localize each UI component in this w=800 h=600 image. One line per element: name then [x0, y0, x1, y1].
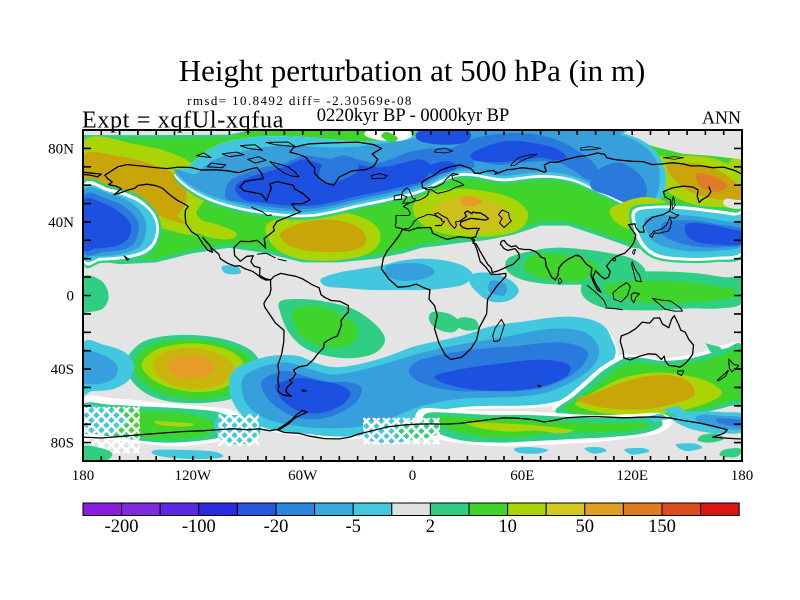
- svg-text:-200: -200: [105, 517, 139, 537]
- svg-text:2: 2: [426, 517, 435, 537]
- svg-text:rmsd= 10.8492 diff= -2.30569e-: rmsd= 10.8492 diff= -2.30569e-08: [187, 93, 413, 108]
- svg-text:ANN: ANN: [702, 108, 741, 128]
- svg-text:0: 0: [409, 468, 417, 484]
- svg-text:60W: 60W: [288, 468, 318, 484]
- svg-text:Height perturbation at 500 hPa: Height perturbation at 500 hPa (in m): [179, 53, 646, 88]
- svg-text:80S: 80S: [51, 436, 74, 452]
- svg-text:-100: -100: [182, 517, 216, 537]
- svg-text:0: 0: [67, 289, 75, 305]
- svg-text:150: 150: [648, 517, 676, 537]
- svg-text:180: 180: [72, 468, 95, 484]
- svg-text:120E: 120E: [616, 468, 648, 484]
- svg-text:120W: 120W: [174, 468, 212, 484]
- svg-text:-5: -5: [345, 517, 360, 537]
- svg-text:60E: 60E: [510, 468, 534, 484]
- svg-text:10: 10: [498, 517, 517, 537]
- svg-text:180: 180: [731, 468, 754, 484]
- svg-text:0220kyr BP - 0000kyr BP: 0220kyr BP - 0000kyr BP: [317, 106, 510, 126]
- svg-text:40N: 40N: [48, 215, 74, 231]
- svg-text:50: 50: [576, 517, 595, 537]
- svg-text:40S: 40S: [51, 362, 74, 378]
- svg-text:80N: 80N: [48, 141, 74, 157]
- svg-text:Expt = xqfUl-xqfua: Expt = xqfUl-xqfua: [82, 108, 284, 134]
- svg-text:-20: -20: [264, 517, 289, 537]
